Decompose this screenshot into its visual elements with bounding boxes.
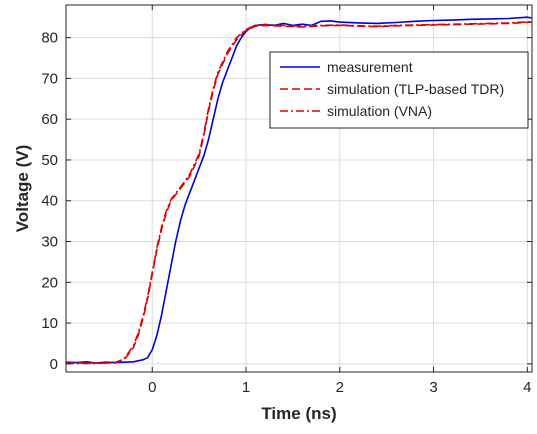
y-tick-label: 70 [41, 70, 58, 87]
y-tick-label: 30 [41, 234, 58, 251]
x-tick-label: 2 [336, 379, 344, 396]
y-tick-label: 40 [41, 193, 58, 210]
series-layer [65, 16, 533, 365]
legend-entry-label: simulation (VNA) [327, 103, 432, 119]
x-tick-label: 0 [148, 379, 156, 396]
y-tick-label: 50 [41, 152, 58, 169]
x-axis-title: Time (ns) [261, 404, 336, 423]
series-line-1 [65, 16, 533, 364]
x-tick-label: 3 [429, 379, 437, 396]
x-tick-label: 1 [242, 379, 250, 396]
y-tick-label: 60 [41, 111, 58, 128]
y-axis-title: Voltage (V) [13, 145, 32, 233]
x-tick-label: 4 [523, 379, 531, 396]
y-tick-label: 20 [41, 274, 58, 291]
y-tick-label: 0 [50, 356, 58, 373]
legend-box [269, 51, 529, 129]
y-tick-label: 80 [41, 30, 58, 47]
y-tick-label: 10 [41, 315, 58, 332]
legend-entry-label: measurement [327, 59, 413, 75]
legend-entry-label: simulation (TLP-based TDR) [327, 81, 504, 97]
plot-frame [65, 4, 533, 373]
legend: measurement simulation (TLP-based TDR) sim… [269, 51, 529, 129]
series-line-3 [66, 20, 533, 365]
